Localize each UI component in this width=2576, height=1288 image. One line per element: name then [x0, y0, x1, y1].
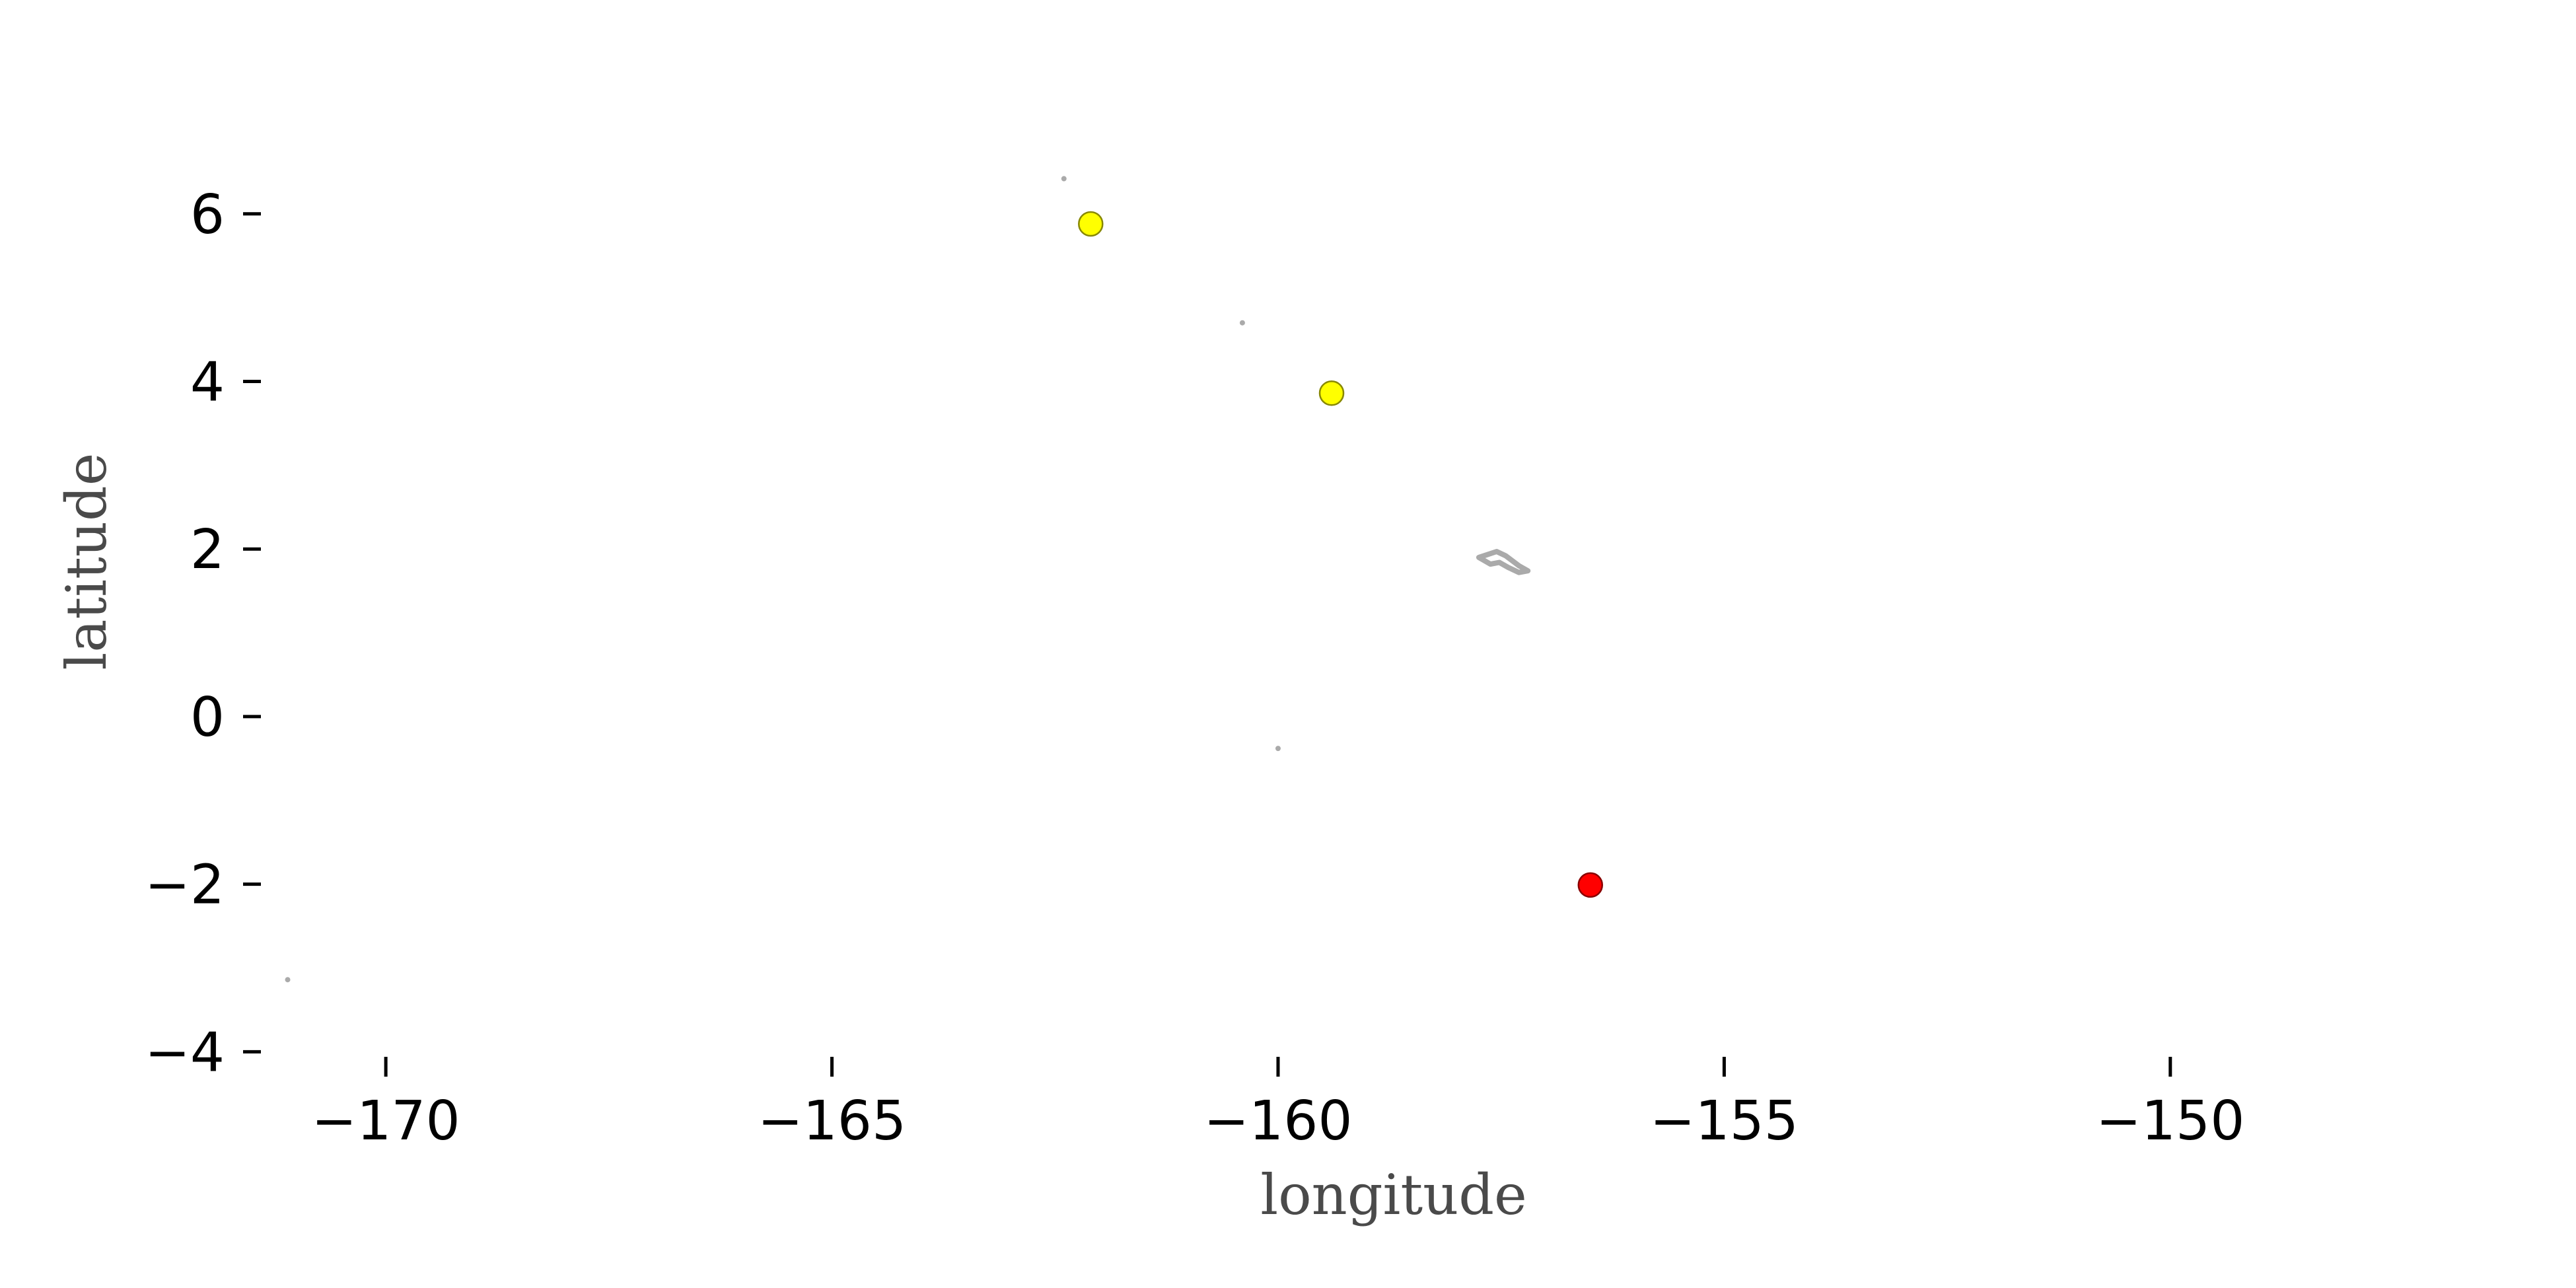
x-tick-label: −160 — [1203, 1090, 1352, 1153]
land-speck — [1275, 746, 1281, 752]
y-tick-label: 2 — [190, 519, 225, 581]
x-axis: −170 −165 −160 −155 −150 — [312, 1057, 2244, 1153]
y-tick-label: 0 — [190, 686, 225, 749]
y-axis: −4 −2 0 2 4 6 — [145, 184, 261, 1084]
land-speck — [1061, 176, 1067, 182]
x-tick-label: −155 — [1650, 1090, 1799, 1153]
land-speck — [1239, 320, 1245, 326]
y-tick-label: −2 — [145, 854, 225, 917]
points-layer — [1078, 211, 1604, 898]
y-tick-label: 4 — [190, 351, 225, 414]
data-point — [1078, 211, 1104, 237]
x-tick-label: −150 — [2096, 1090, 2244, 1153]
y-tick-label: 6 — [190, 184, 225, 246]
x-tick-label: −165 — [758, 1090, 906, 1153]
data-point — [1577, 872, 1604, 898]
x-axis-title: longitude — [1260, 1163, 1527, 1227]
island-outline — [1476, 549, 1531, 575]
x-tick-label: −170 — [312, 1090, 460, 1153]
land-layer — [285, 176, 1531, 983]
y-tick-label: −4 — [145, 1021, 225, 1084]
land-speck — [285, 977, 291, 983]
data-point — [1318, 380, 1345, 406]
y-axis-title: latitude — [54, 453, 119, 670]
